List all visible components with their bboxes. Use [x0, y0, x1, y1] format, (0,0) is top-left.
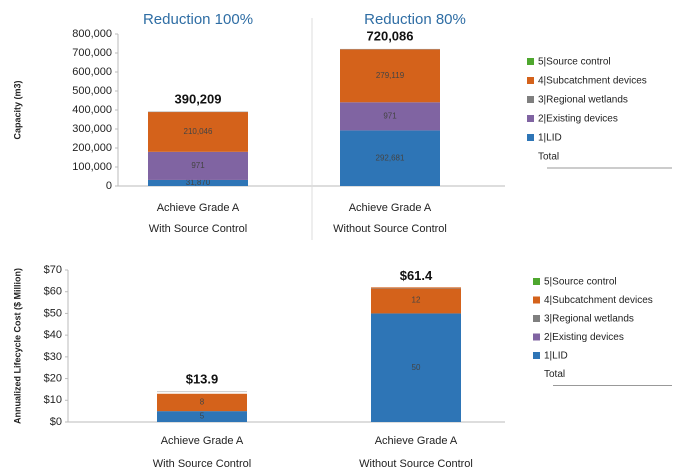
segment-label: 279,119 — [376, 71, 405, 80]
y-tick-label: 300,000 — [72, 123, 112, 135]
segment-label: 31,870 — [186, 178, 211, 187]
legend-swatch — [527, 115, 534, 122]
y-tick-label: 200,000 — [72, 142, 112, 154]
legend-swatch — [533, 278, 540, 285]
bar-segment — [340, 49, 440, 103]
bar-segment — [371, 313, 461, 422]
y-tick-label: 500,000 — [72, 85, 112, 97]
bar-segment — [340, 102, 440, 131]
legend-swatch — [533, 315, 540, 322]
y-tick-label: 700,000 — [72, 47, 112, 59]
y-tick-label: $60 — [44, 286, 62, 298]
legend-swatch — [533, 352, 540, 359]
x-tick-sublabel: Without Source Control — [333, 223, 447, 235]
legend-label: 5|Source control — [538, 57, 611, 68]
total-label: $61.4 — [400, 268, 433, 283]
legend-swatch — [527, 134, 534, 141]
y-axis-label: Capacity (m3) — [12, 80, 22, 139]
y-tick-label: $50 — [44, 307, 62, 319]
legend-label: 4|Subcatchment devices — [538, 76, 647, 87]
segment-label: 12 — [412, 296, 421, 305]
y-axis-label: Annualized Lifecycle Cost ($ Million) — [12, 268, 22, 424]
legend-swatch — [533, 333, 540, 341]
legend-label: 2|Existing devices — [538, 114, 618, 125]
segment-label: 971 — [191, 161, 205, 170]
segment-label: 50 — [412, 363, 421, 372]
total-label: 720,086 — [367, 29, 414, 44]
bar-segment — [371, 287, 461, 314]
column-title: Reduction 80% — [364, 11, 466, 28]
x-tick-sublabel: With Source Control — [149, 223, 247, 235]
bar-segment — [148, 151, 248, 180]
x-tick-label: Achieve Grade A — [161, 435, 244, 447]
segment-label: 210,046 — [184, 127, 213, 136]
legend-swatch — [527, 77, 534, 84]
y-tick-label: 0 — [106, 180, 112, 192]
x-tick-label: Achieve Grade A — [157, 202, 240, 214]
legend-label: 3|Regional wetlands — [544, 314, 634, 325]
y-tick-label: $0 — [50, 416, 62, 428]
y-tick-label: 100,000 — [72, 161, 112, 173]
y-tick-label: $20 — [44, 372, 62, 384]
legend-label: 1|LID — [538, 133, 562, 144]
y-tick-label: 400,000 — [72, 104, 112, 116]
total-label: $13.9 — [186, 371, 219, 386]
legend-swatch — [527, 96, 534, 103]
bar-segment — [148, 179, 248, 186]
bar-segment — [340, 130, 440, 186]
total-label: 390,209 — [175, 91, 222, 106]
y-tick-label: $10 — [44, 394, 62, 406]
y-tick-label: $40 — [44, 329, 62, 341]
legend-label: Total — [544, 369, 565, 380]
x-tick-sublabel: Without Source Control — [359, 458, 473, 470]
segment-label: 5 — [200, 412, 205, 421]
legend-label: 1|LID — [544, 351, 568, 362]
segment-label: 292,681 — [376, 153, 405, 162]
legend-swatch — [533, 296, 540, 304]
x-tick-sublabel: With Source Control — [153, 458, 251, 470]
bar-segment — [157, 411, 247, 422]
column-title: Reduction 100% — [143, 11, 253, 28]
y-tick-label: $30 — [44, 351, 62, 363]
y-tick-label: 800,000 — [72, 28, 112, 40]
legend-label: 5|Source control — [544, 277, 617, 288]
segment-label: 8 — [200, 398, 205, 407]
bar-segment — [148, 111, 248, 152]
x-tick-label: Achieve Grade A — [349, 202, 432, 214]
y-tick-label: $70 — [44, 264, 62, 276]
legend-label: 3|Regional wetlands — [538, 95, 628, 106]
legend-swatch — [527, 58, 534, 65]
segment-label: 971 — [383, 111, 397, 120]
x-tick-label: Achieve Grade A — [375, 435, 458, 447]
bar-segment — [157, 393, 247, 412]
legend-label: 2|Existing devices — [544, 332, 624, 343]
y-tick-label: 600,000 — [72, 66, 112, 78]
legend-label: Total — [538, 152, 559, 163]
legend-label: 4|Subcatchment devices — [544, 295, 653, 306]
